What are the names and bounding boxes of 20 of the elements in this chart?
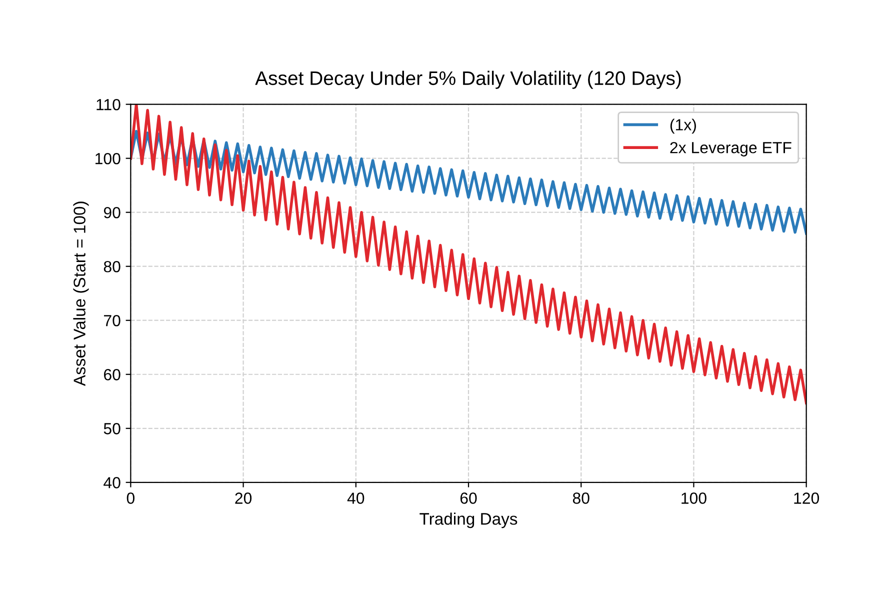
legend-label: (1x) (670, 118, 696, 134)
y-tick-label: 80 (104, 260, 120, 272)
x-tick-label: 120 (794, 492, 820, 504)
x-tick-label: 0 (126, 492, 134, 504)
x-axis-title: Trading Days (420, 512, 518, 528)
x-tick-label: 80 (572, 492, 590, 504)
x-tick-label: 40 (347, 492, 364, 504)
y-tick-label: 60 (104, 369, 120, 380)
y-tick-label: 40 (104, 477, 120, 488)
legend-label: 2x Leverage ETF (670, 142, 792, 156)
x-tick-label: 100 (682, 492, 706, 504)
y-tick-label: 70 (104, 315, 120, 326)
x-tick-label: 60 (460, 492, 477, 504)
chart-title: Asset Decay Under 5% Daily Volatility (120 Days) (255, 70, 681, 89)
x-tick-label: 20 (235, 492, 252, 504)
y-tick-label: 100 (96, 152, 120, 164)
y-tick-label: 110 (96, 98, 120, 110)
y-tick-label: 50 (104, 423, 120, 434)
y-axis-title: Asset Value (Start = 100) (73, 202, 89, 386)
y-tick-label: 90 (104, 206, 120, 218)
